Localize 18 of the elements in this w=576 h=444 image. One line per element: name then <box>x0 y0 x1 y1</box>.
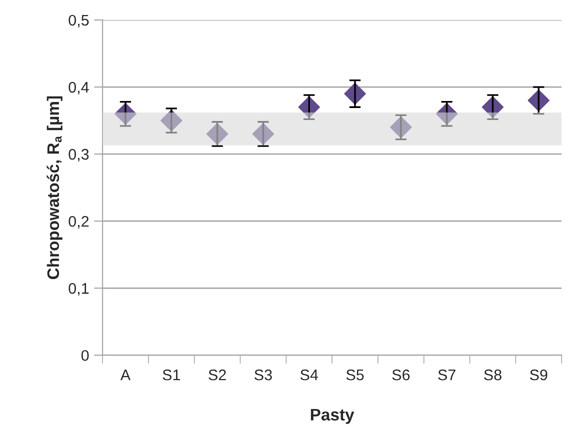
x-tick-label: S3 <box>254 369 272 380</box>
x-tick-label: S2 <box>208 369 226 380</box>
x-tick-label: S9 <box>530 369 548 380</box>
y-tick-label: 0,1 <box>68 283 89 296</box>
x-tick-label: S8 <box>484 369 502 380</box>
y-axis-title: Chropowatość, R$_{a}$ [µm] <box>46 96 62 280</box>
y-tick-label: 0,5 <box>68 14 89 28</box>
x-tick-label: S6 <box>392 369 410 380</box>
x-tick-label: S1 <box>162 369 180 380</box>
x-tick-label: S4 <box>300 369 318 380</box>
y-tick-label: 0,2 <box>68 216 89 229</box>
y-tick-label: 0,3 <box>68 148 89 162</box>
y-tick-label: 0 <box>81 350 89 361</box>
x-tick-label: S5 <box>346 369 364 380</box>
x-tick-label: S7 <box>438 369 456 380</box>
x-tick-label: A <box>120 370 131 380</box>
y-tick-label: 0,4 <box>68 82 89 95</box>
x-axis-title: Pasty <box>310 408 354 424</box>
